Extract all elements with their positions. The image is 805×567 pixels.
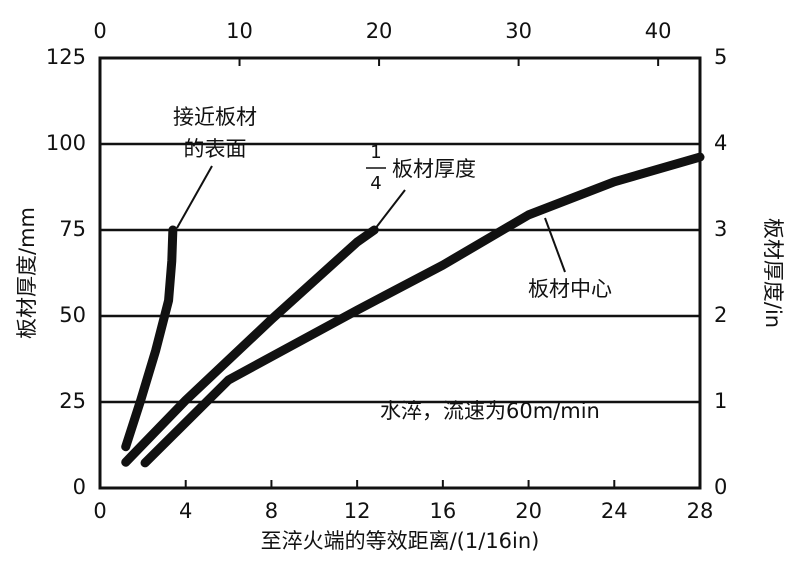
x2-tick-label: 0 [93,19,106,43]
y2-tick-label: 1 [714,389,727,413]
annotation: 的表面 [184,137,247,161]
y-tick-label: 100 [46,131,86,155]
x-tick-label: 28 [687,499,714,523]
annotation: 板材中心 [528,277,612,301]
x-tick-label: 4 [179,499,192,523]
annotation: 板材厚度 [392,157,476,181]
x2-tick-label: 40 [645,19,672,43]
y2-tick-label: 2 [714,303,727,327]
y-tick-label: 50 [59,303,86,327]
x2-tick-label: 20 [366,19,393,43]
annotation: 4 [370,173,381,194]
x-axis-label: 至淬火端的等效距离/(1/16in) [261,529,540,553]
line-series [121,225,178,452]
x-tick-label: 24 [601,499,628,523]
y2-tick-label: 0 [714,475,727,499]
y-tick-label: 0 [73,475,86,499]
x-tick-label: 8 [265,499,278,523]
line-series [121,225,379,467]
x-tick-label: 0 [93,499,106,523]
y2-tick-label: 4 [714,131,727,155]
annotation: 1 [370,142,381,163]
x2-tick-label: 10 [226,19,253,43]
y2-tick-label: 5 [714,45,727,69]
y-tick-label: 75 [59,217,86,241]
x-tick-label: 16 [429,499,456,523]
y2-tick-label: 3 [714,217,727,241]
y2-axis-label: 板材厚度/in [761,218,785,328]
x-tick-label: 12 [344,499,371,523]
annotation: 接近板材 [173,105,257,129]
plot-frame [98,56,702,490]
y-tick-label: 125 [46,45,86,69]
y-axis-label: 板材厚度/mm [15,207,39,339]
line-series [140,152,705,468]
x2-tick-label: 30 [505,19,532,43]
y-tick-label: 25 [59,389,86,413]
leader-line [176,165,213,229]
leader-line [544,217,566,273]
x-tick-label: 20 [515,499,542,523]
